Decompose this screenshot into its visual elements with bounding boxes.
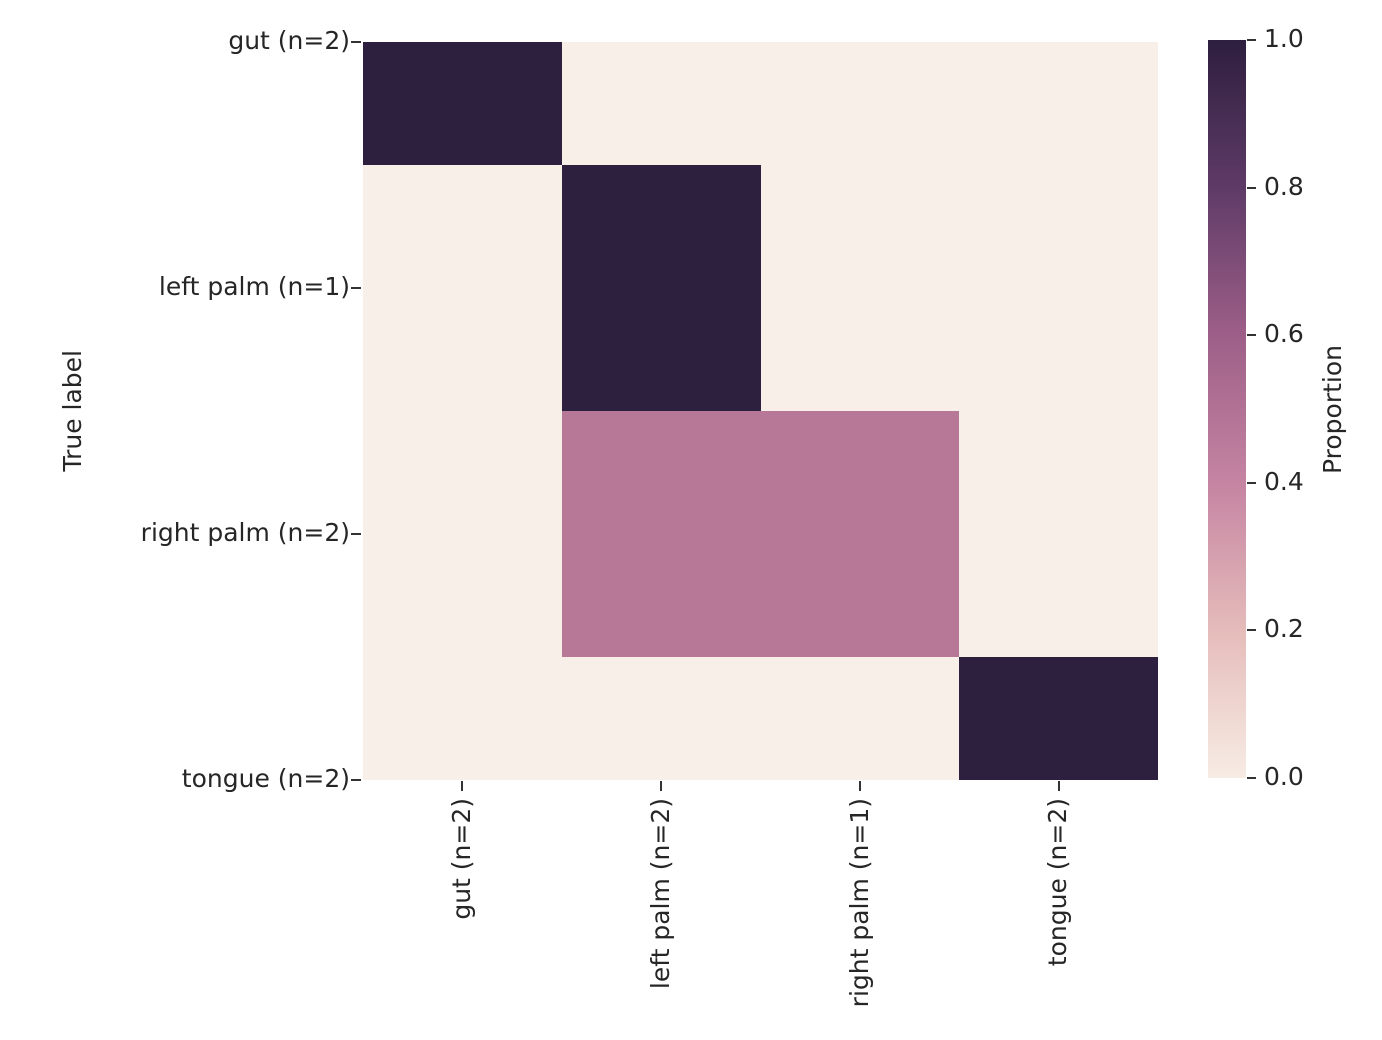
x-tick-mark (858, 781, 861, 791)
colorbar-tick-mark (1247, 39, 1256, 41)
heatmap-cell-r2-c1 (561, 411, 761, 657)
y-tick-mark (351, 779, 361, 781)
heatmap-cell-r0-c2 (760, 42, 960, 165)
colorbar-tick-mark (1247, 629, 1256, 632)
heatmap-cell-r1-c0 (363, 165, 562, 411)
colorbar-tick-label: 0.6 (1264, 319, 1304, 349)
x-tick-label-text: tongue (n=2) (1043, 798, 1073, 967)
y-tick-label: gut (n=2) (228, 26, 350, 56)
colorbar-tick-mark (1247, 777, 1256, 779)
heatmap-cell-r0-c3 (959, 42, 1158, 165)
x-tick-mark (461, 781, 464, 791)
heatmap-cell-r2-c2 (760, 411, 960, 657)
x-tick-label: left palm (n=2) (645, 798, 677, 989)
heatmap-cell-r0-c1 (561, 42, 761, 165)
colorbar-tick-label: 0.8 (1264, 171, 1304, 201)
colorbar-tick-label: 0.4 (1264, 466, 1304, 496)
colorbar-tick-label: 0.2 (1264, 614, 1304, 644)
x-tick-label: right palm (n=1) (844, 798, 876, 1007)
heatmap-cell-r2-c0 (363, 411, 562, 657)
colorbar-tick-mark (1247, 334, 1256, 337)
colorbar-tick-label: 1.0 (1264, 24, 1304, 54)
x-tick-label-text: left palm (n=2) (645, 798, 675, 990)
heatmap-cell-r0-c0 (363, 42, 562, 165)
heatmap-cell-r1-c2 (760, 165, 960, 411)
x-tick-label-text: right palm (n=1) (844, 798, 874, 1008)
colorbar (1208, 40, 1246, 778)
heatmap-cell-r2-c3 (959, 411, 1158, 657)
x-tick-mark (660, 781, 663, 791)
x-tick-label: tongue (n=2) (1043, 798, 1075, 966)
colorbar-title: Proportion (1317, 344, 1347, 474)
heatmap-cell-r1-c3 (959, 165, 1158, 411)
x-tick-label: gut (n=2) (446, 798, 478, 920)
heatmap-cell-r3-c2 (760, 657, 960, 780)
y-tick-mark (351, 287, 361, 289)
colorbar-tick-mark (1247, 186, 1256, 189)
heatmap-grid (363, 42, 1158, 780)
y-tick-mark (351, 41, 361, 43)
x-tick-label-text: gut (n=2) (447, 798, 476, 920)
x-tick-mark (1057, 781, 1060, 791)
heatmap-cell-r3-c1 (561, 657, 761, 780)
y-tick-label: tongue (n=2) (181, 764, 350, 794)
y-axis-title: True label (57, 350, 87, 472)
heatmap-cell-r3-c3 (959, 657, 1158, 780)
y-tick-label: right palm (n=2) (140, 518, 350, 548)
y-tick-label: left palm (n=1) (158, 272, 350, 302)
y-axis-title-wrap: True label (56, 42, 90, 780)
colorbar-tick-label: 0.0 (1264, 762, 1304, 792)
heatmap-cell-r1-c1 (561, 165, 761, 411)
y-tick-mark (351, 533, 361, 535)
heatmap-cell-r3-c0 (363, 657, 562, 780)
colorbar-title-wrap: Proportion (1316, 40, 1350, 778)
colorbar-tick-mark (1247, 481, 1256, 484)
